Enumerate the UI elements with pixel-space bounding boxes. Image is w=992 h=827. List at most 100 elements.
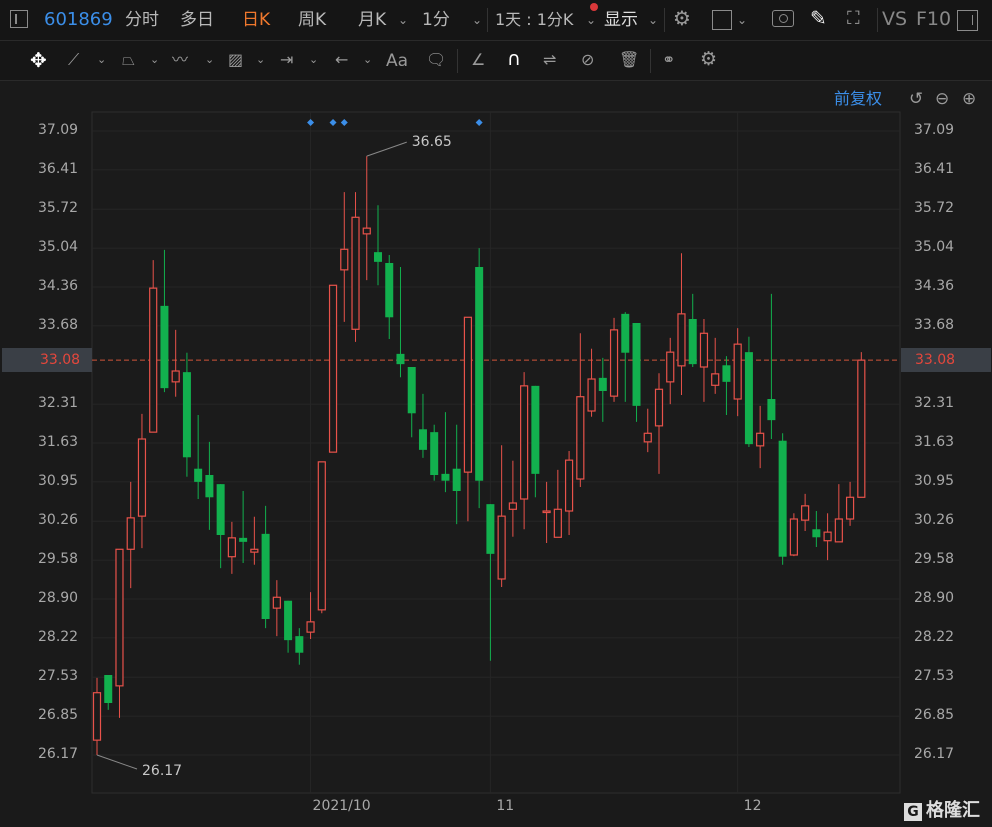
chevron-down-icon[interactable]: ⌄	[97, 53, 107, 66]
candle-body-down	[621, 313, 630, 353]
panel-toggle-icon[interactable]	[957, 10, 978, 31]
candle-body-down	[812, 529, 821, 538]
text-tool-icon[interactable]: Aa	[386, 51, 409, 71]
range-tool-icon[interactable]: ⇥	[280, 50, 294, 69]
angle-tool-icon[interactable]: ∠	[471, 50, 486, 69]
candle-body-up	[576, 396, 585, 480]
candle-body-up	[643, 432, 652, 443]
comment-tool-icon[interactable]: 🗨	[426, 50, 447, 69]
f10-button[interactable]: F10	[916, 8, 952, 30]
candle-body-up	[756, 432, 765, 447]
candle-body-down	[160, 305, 169, 389]
event-marker-icon	[329, 119, 337, 126]
candle-body-up	[497, 515, 506, 580]
candle-body-up	[171, 370, 180, 383]
chevron-down-icon[interactable]: ⌄	[309, 53, 319, 66]
y-tick-label-left: 27.53	[38, 668, 79, 685]
divider	[457, 49, 458, 73]
x-tick-label: 2021/10	[312, 798, 371, 814]
candle-body-up	[272, 596, 281, 609]
chevron-down-icon[interactable]: ⌄	[586, 13, 597, 27]
candle-body-down	[688, 319, 697, 365]
y-tick-label-right: 26.85	[914, 707, 955, 724]
candle-body-down	[104, 675, 113, 703]
tab-weekly-k[interactable]: 周K	[298, 10, 327, 30]
candle-body-up	[92, 692, 102, 741]
tab-multiday[interactable]: 多日	[180, 10, 214, 30]
candle-body-down	[531, 385, 540, 474]
vs-button[interactable]: VS	[882, 8, 908, 30]
magnet-icon[interactable]: ∩	[507, 48, 521, 70]
candle-body-up	[857, 359, 866, 498]
y-tick-label-right: 35.72	[914, 200, 955, 217]
y-tick-label-right: 32.31	[914, 395, 955, 412]
candle-body-down	[722, 365, 731, 382]
move-icon[interactable]: ✥	[30, 48, 47, 72]
divider	[664, 8, 665, 32]
tab-daily-k[interactable]: 日K	[242, 10, 271, 30]
candle-body-up	[328, 284, 338, 453]
chevron-down-icon[interactable]: ⌄	[256, 53, 266, 66]
candle-body-up	[351, 216, 360, 330]
y-tick-label-left: 26.17	[38, 746, 79, 762]
price-adjust-select[interactable]: 前复权	[834, 89, 883, 108]
candle-body-up	[362, 227, 371, 235]
stock-code[interactable]: 601869	[44, 9, 113, 30]
current-price-label-left: 33.08	[2, 348, 92, 372]
sidebar-toggle-icon[interactable]	[10, 10, 28, 28]
trash-icon[interactable]: 🗑	[619, 50, 640, 69]
tab-monthly-k[interactable]: 月K	[358, 10, 387, 30]
settings-icon[interactable]: ⚙	[673, 6, 691, 30]
chevron-down-icon[interactable]: ⌄	[737, 13, 748, 27]
candle-body-up	[699, 332, 709, 368]
chevron-down-icon[interactable]: ⌄	[150, 53, 160, 66]
undo-icon[interactable]: ↺	[909, 89, 924, 109]
line-tool-icon[interactable]: ⟋	[68, 50, 80, 69]
arrow-tool-icon[interactable]: ←	[335, 50, 349, 69]
y-tick-label-left: 30.95	[38, 472, 79, 489]
candle-body-up	[250, 548, 259, 553]
y-tick-label-left: 26.85	[38, 707, 79, 724]
fib-tool-icon[interactable]: ▨	[228, 50, 244, 69]
candle-body-down	[632, 323, 641, 406]
candle-body-down	[284, 600, 293, 641]
x-tick-label: 12	[743, 798, 762, 814]
candle-body-up	[789, 518, 798, 556]
lock-drawing-icon[interactable]: ⇌	[543, 50, 557, 69]
fullscreen-icon[interactable]: ⛶	[847, 8, 860, 29]
chevron-down-icon[interactable]: ⌄	[363, 53, 373, 66]
y-tick-label-left: 35.72	[38, 200, 79, 217]
y-tick-label-right: 37.09	[914, 122, 955, 138]
wave-tool-icon[interactable]: 〰	[172, 50, 189, 69]
y-tick-label-right: 30.95	[914, 472, 955, 489]
candle-body-down	[194, 468, 203, 482]
zoom-out-icon[interactable]: ⊖	[935, 89, 950, 109]
candle-body-down	[486, 504, 495, 554]
settings-icon[interactable]: ⚙	[700, 48, 718, 70]
hide-drawing-icon[interactable]: ⊘	[581, 50, 595, 69]
chevron-down-icon[interactable]: ⌄	[648, 13, 659, 27]
chevron-down-icon[interactable]: ⌄	[472, 13, 483, 27]
candle-body-up	[845, 496, 855, 520]
candle-body-up	[463, 316, 473, 473]
candle-body-up	[115, 548, 124, 687]
candle-body-down	[216, 484, 225, 535]
period-select[interactable]: 1天 : 1分K	[495, 10, 574, 29]
tab-1min[interactable]: 1分	[422, 10, 450, 30]
low-annotation-label: 26.17	[142, 763, 182, 779]
polygon-tool-icon[interactable]: ⏢	[122, 50, 135, 69]
layout-icon[interactable]	[712, 10, 732, 30]
overlay-icon[interactable]: ⚭	[662, 50, 676, 69]
display-select[interactable]: 显示	[604, 10, 638, 30]
camera-icon[interactable]	[772, 10, 794, 27]
y-tick-label-right: 31.63	[914, 434, 955, 450]
chevron-down-icon[interactable]: ⌄	[205, 53, 215, 66]
chevron-down-icon[interactable]: ⌄	[398, 13, 409, 27]
pencil-icon[interactable]: ✎	[810, 6, 827, 30]
zoom-in-icon[interactable]: ⊕	[962, 89, 977, 109]
candle-body-down	[261, 533, 270, 619]
y-tick-label-left: 32.31	[38, 395, 79, 412]
tab-intraday[interactable]: 分时	[125, 10, 159, 30]
divider	[877, 8, 878, 32]
